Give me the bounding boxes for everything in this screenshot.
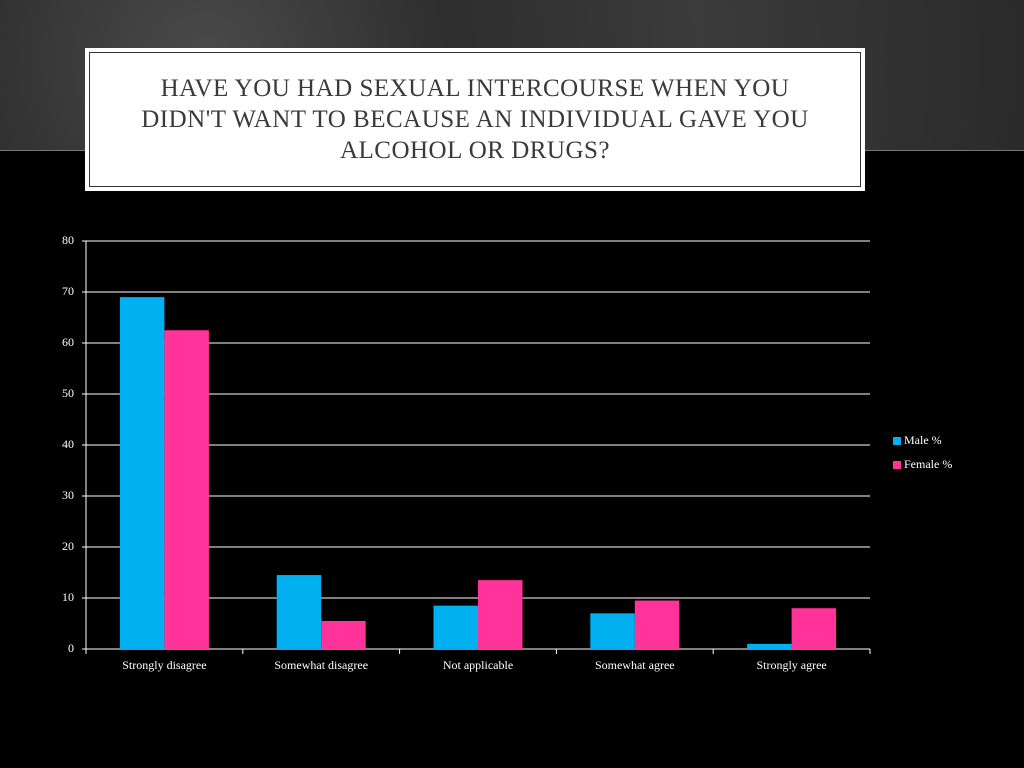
bar <box>119 297 165 649</box>
chart-title: Have you had sexual intercourse when you… <box>141 75 809 164</box>
y-tick-label: 40 <box>62 437 74 451</box>
bar <box>164 330 209 649</box>
bar <box>747 643 792 649</box>
bar <box>791 608 837 649</box>
legend-label: Male % <box>904 433 942 447</box>
bar <box>276 575 322 649</box>
x-tick-label: Strongly disagree <box>122 658 206 672</box>
x-tick-label: Not applicable <box>443 658 513 672</box>
y-tick-label: 30 <box>62 488 74 502</box>
bar <box>634 600 680 649</box>
y-tick-label: 70 <box>62 284 74 298</box>
y-tick-label: 0 <box>68 641 74 655</box>
y-tick-label: 10 <box>62 590 74 604</box>
bar <box>321 620 366 649</box>
title-frame: Have you had sexual intercourse when you… <box>89 52 861 187</box>
legend-swatch <box>893 461 901 469</box>
legend-swatch <box>893 437 901 445</box>
y-tick-label: 60 <box>62 335 74 349</box>
y-tick-label: 80 <box>62 233 74 247</box>
y-tick-label: 20 <box>62 539 74 553</box>
legend-label: Female % <box>904 457 952 471</box>
x-tick-label: Somewhat agree <box>595 658 675 672</box>
title-box: Have you had sexual intercourse when you… <box>85 48 865 191</box>
x-tick-label: Somewhat disagree <box>274 658 368 672</box>
bar <box>433 605 478 649</box>
bar <box>590 613 635 649</box>
y-tick-label: 50 <box>62 386 74 400</box>
x-tick-label: Strongly agree <box>756 658 826 672</box>
bar <box>478 580 523 649</box>
